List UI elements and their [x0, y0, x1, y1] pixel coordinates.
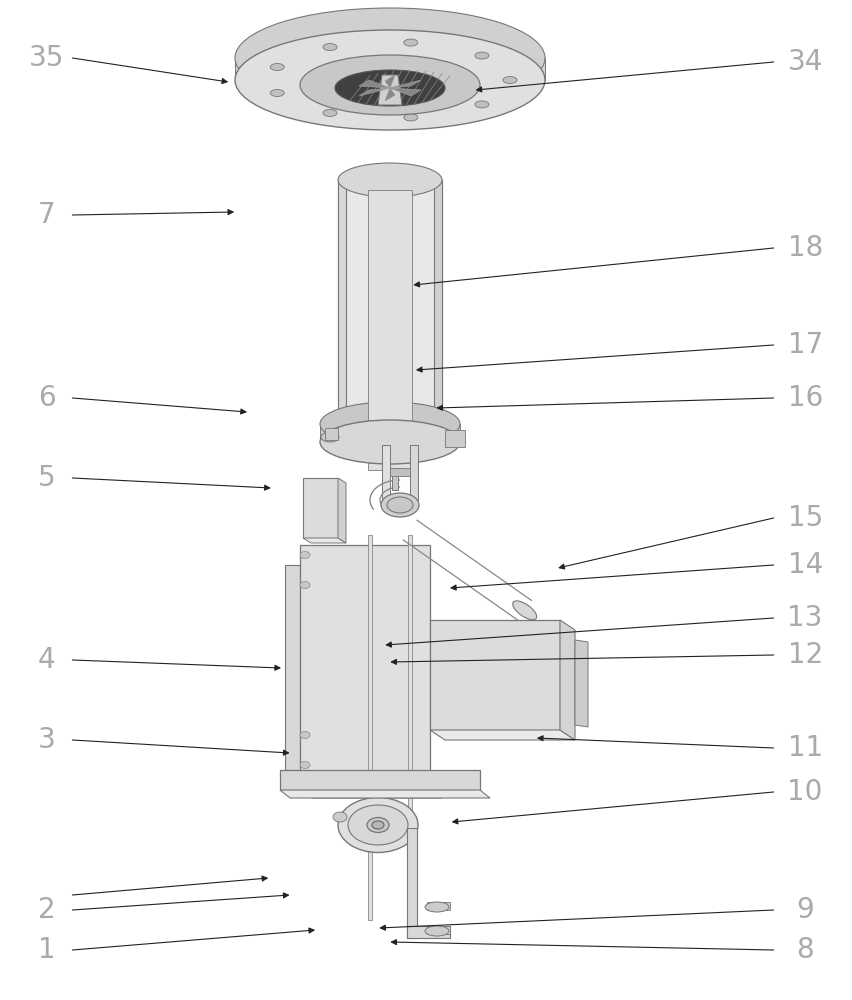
Polygon shape	[368, 535, 372, 920]
Text: 7: 7	[38, 201, 55, 229]
Ellipse shape	[338, 423, 442, 457]
Ellipse shape	[300, 552, 310, 558]
Polygon shape	[359, 80, 390, 88]
Ellipse shape	[372, 821, 384, 829]
Ellipse shape	[235, 30, 545, 130]
Polygon shape	[392, 472, 398, 490]
Text: 15: 15	[787, 504, 823, 532]
Polygon shape	[385, 88, 395, 101]
Text: 9: 9	[797, 896, 814, 924]
Text: 10: 10	[787, 778, 823, 806]
Polygon shape	[325, 428, 338, 440]
Text: 2: 2	[38, 896, 55, 924]
Text: 4: 4	[38, 646, 55, 674]
Text: 11: 11	[787, 734, 823, 762]
Ellipse shape	[475, 101, 489, 108]
Text: 34: 34	[787, 48, 823, 76]
Polygon shape	[368, 190, 412, 470]
Ellipse shape	[320, 402, 460, 446]
Polygon shape	[385, 75, 395, 88]
Polygon shape	[303, 538, 346, 543]
Polygon shape	[280, 770, 480, 790]
Ellipse shape	[387, 497, 413, 513]
Ellipse shape	[300, 732, 310, 738]
Text: 8: 8	[797, 936, 814, 964]
Ellipse shape	[348, 805, 408, 845]
Polygon shape	[408, 535, 412, 920]
Polygon shape	[427, 902, 450, 910]
Text: 18: 18	[787, 234, 823, 262]
Ellipse shape	[300, 762, 310, 768]
Ellipse shape	[333, 812, 347, 822]
Ellipse shape	[300, 582, 310, 588]
Ellipse shape	[300, 55, 480, 115]
Text: 35: 35	[29, 44, 65, 72]
Polygon shape	[390, 80, 421, 88]
Ellipse shape	[513, 601, 537, 620]
Polygon shape	[300, 545, 430, 790]
Ellipse shape	[381, 493, 419, 517]
Ellipse shape	[404, 114, 417, 121]
Polygon shape	[430, 620, 560, 730]
Ellipse shape	[321, 432, 339, 442]
Ellipse shape	[338, 798, 418, 852]
Polygon shape	[235, 58, 545, 80]
Text: 5: 5	[38, 464, 55, 492]
Polygon shape	[390, 468, 410, 476]
Polygon shape	[300, 790, 442, 798]
Polygon shape	[407, 828, 417, 938]
Text: 6: 6	[38, 384, 55, 412]
Polygon shape	[575, 640, 588, 727]
Polygon shape	[410, 445, 418, 500]
Polygon shape	[285, 565, 300, 770]
Polygon shape	[390, 88, 421, 96]
Text: 13: 13	[787, 604, 823, 632]
Text: 16: 16	[787, 384, 823, 412]
Text: 17: 17	[787, 331, 823, 359]
Polygon shape	[382, 445, 390, 500]
Ellipse shape	[270, 89, 285, 96]
Ellipse shape	[235, 8, 545, 108]
Ellipse shape	[323, 44, 337, 51]
Ellipse shape	[335, 70, 445, 106]
Polygon shape	[434, 180, 442, 440]
Text: 12: 12	[787, 641, 823, 669]
Text: 1: 1	[38, 936, 55, 964]
Polygon shape	[427, 926, 450, 934]
Polygon shape	[338, 478, 346, 543]
Ellipse shape	[338, 163, 442, 197]
Ellipse shape	[270, 64, 285, 71]
Polygon shape	[303, 478, 338, 538]
Text: 3: 3	[38, 726, 55, 754]
Polygon shape	[338, 180, 346, 440]
Ellipse shape	[503, 77, 517, 84]
Polygon shape	[560, 620, 575, 740]
Ellipse shape	[404, 39, 417, 46]
Text: 14: 14	[787, 551, 823, 579]
Polygon shape	[280, 790, 490, 798]
Polygon shape	[407, 926, 450, 938]
Polygon shape	[378, 75, 402, 105]
Polygon shape	[430, 730, 575, 740]
Ellipse shape	[425, 902, 449, 912]
Ellipse shape	[320, 420, 460, 464]
Polygon shape	[338, 180, 442, 440]
Ellipse shape	[475, 52, 489, 59]
Polygon shape	[445, 430, 465, 447]
Polygon shape	[320, 424, 460, 442]
Ellipse shape	[367, 818, 389, 832]
Ellipse shape	[425, 926, 449, 936]
Ellipse shape	[323, 109, 337, 116]
Polygon shape	[359, 88, 390, 96]
